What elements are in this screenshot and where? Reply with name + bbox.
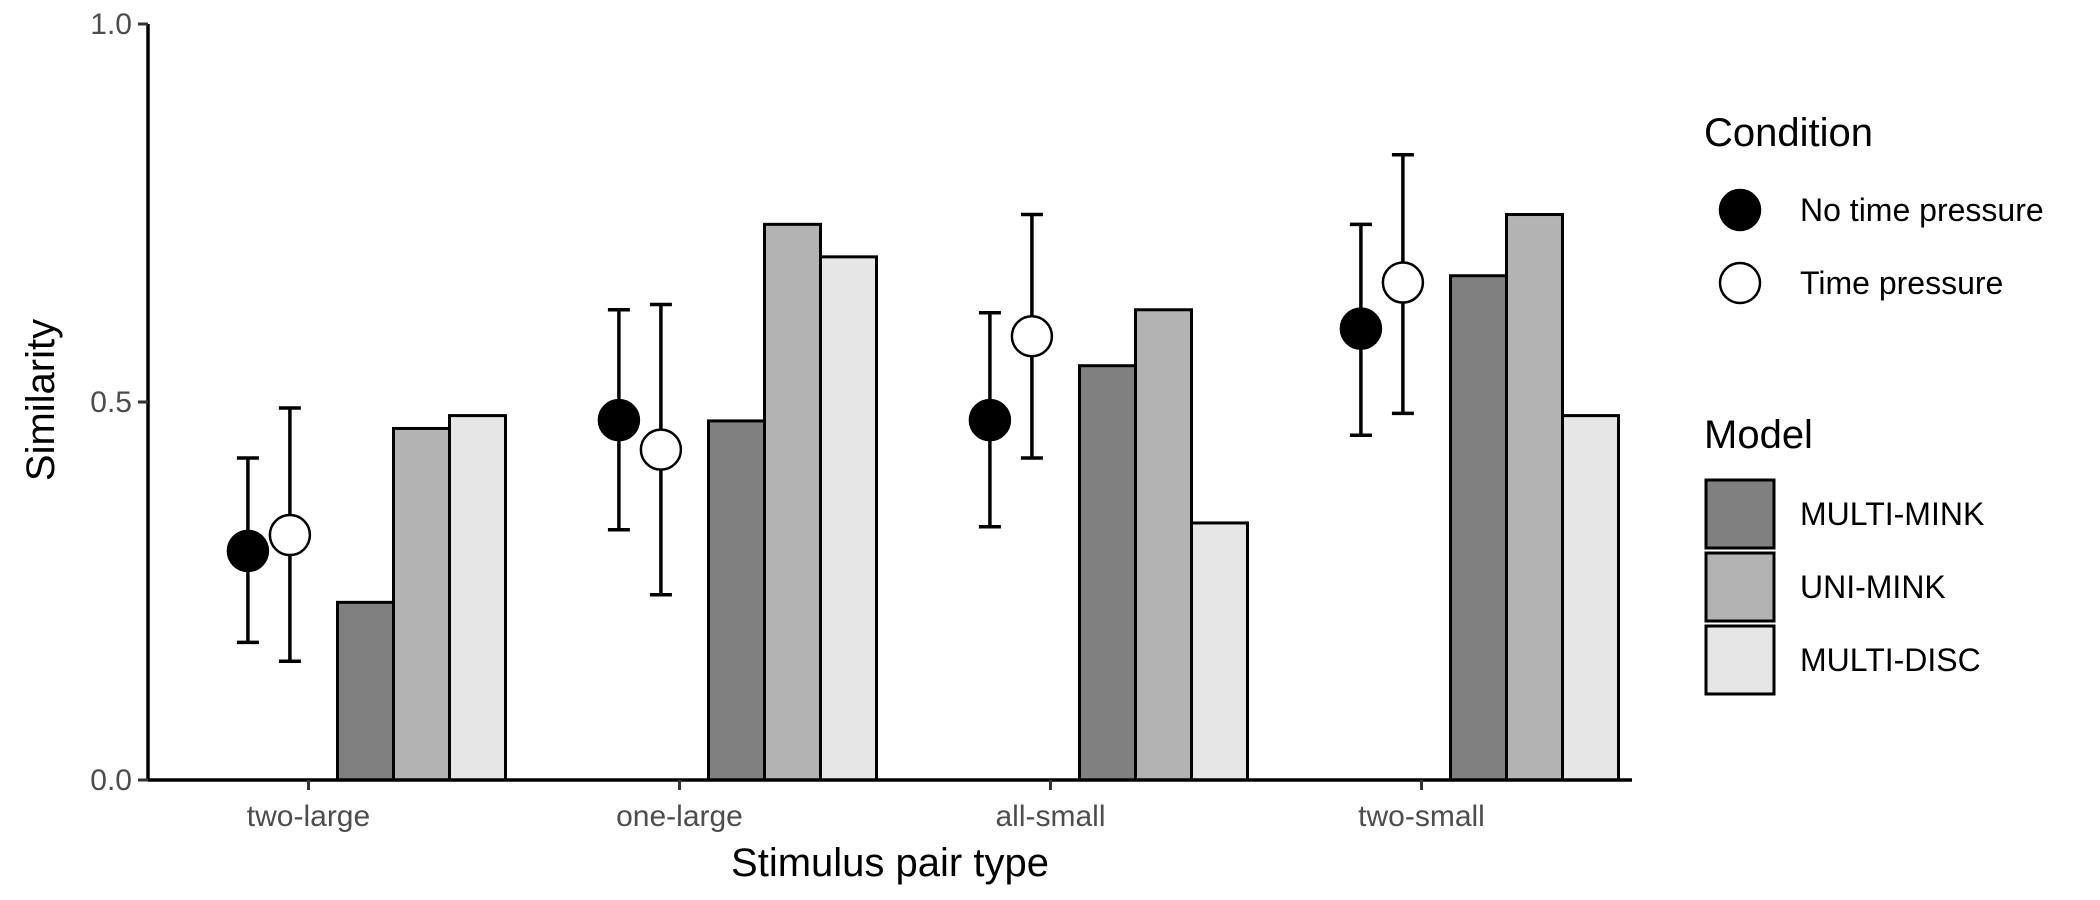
- point-time-pressure-all-small: [1010, 314, 1054, 358]
- x-axis-title: Stimulus pair type: [731, 841, 1049, 885]
- legend-condition-title: Condition: [1704, 111, 1873, 155]
- legend-label-multi-disc: MULTI-DISC: [1800, 642, 1981, 678]
- bar-uni-mink-two-large: [392, 426, 451, 782]
- axes: Stimulus pair type Similarity 0.0 0.5 1.0 t…: [19, 8, 1632, 885]
- y-axis-title: Similarity: [19, 319, 63, 481]
- bar-multi-disc-all-small: [1190, 521, 1249, 782]
- point-time-pressure-one-large: [639, 428, 683, 471]
- x-tick-label-two-large: two-large: [247, 800, 370, 833]
- x-tick-label-two-small: two-small: [1358, 800, 1485, 833]
- x-tick-label-one-large: one-large: [616, 800, 743, 833]
- plot-area: [226, 153, 1620, 782]
- legend-label-multi-mink: MULTI-MINK: [1800, 496, 1984, 532]
- bar-uni-mink-all-small: [1134, 308, 1193, 782]
- legend-key-multi-mink: [1704, 478, 1776, 550]
- point-no-time-pressure-two-large: [226, 529, 270, 573]
- legend-key-no-time-pressure: [1718, 188, 1762, 232]
- bar-multi-disc-one-large: [819, 255, 878, 782]
- point-time-pressure-two-large: [268, 513, 312, 557]
- legend-label-time-pressure: Time pressure: [1800, 265, 2003, 301]
- bar-multi-mink-two-large: [336, 600, 395, 782]
- bar-multi-mink-one-large: [707, 419, 766, 782]
- legend: Condition Model No time pressure Time pre…: [1704, 111, 2044, 696]
- legend-key-multi-disc: [1704, 624, 1776, 696]
- point-no-time-pressure-all-small: [968, 398, 1012, 442]
- legend-label-no-time-pressure: No time pressure: [1800, 192, 2044, 228]
- bar-uni-mink-one-large: [763, 222, 822, 782]
- bar-multi-disc-two-large: [448, 414, 507, 782]
- y-tick-label-1.0: 1.0: [90, 8, 132, 41]
- bar-multi-disc-two-small: [1561, 414, 1620, 782]
- point-no-time-pressure-one-large: [597, 398, 641, 442]
- x-tick-label-all-small: all-small: [995, 800, 1105, 833]
- bar-multi-mink-all-small: [1078, 364, 1137, 782]
- y-tick-label-0.5: 0.5: [90, 386, 132, 419]
- legend-key-uni-mink: [1704, 551, 1776, 623]
- legend-label-uni-mink: UNI-MINK: [1800, 569, 1946, 605]
- point-time-pressure-two-small: [1381, 261, 1425, 304]
- bar-multi-mink-two-small: [1449, 274, 1508, 782]
- y-tick-label-0.0: 0.0: [90, 764, 132, 797]
- point-no-time-pressure-two-small: [1339, 307, 1383, 350]
- bar-uni-mink-two-small: [1505, 213, 1564, 782]
- legend-key-time-pressure: [1718, 261, 1762, 305]
- legend-model-title: Model: [1704, 413, 1813, 457]
